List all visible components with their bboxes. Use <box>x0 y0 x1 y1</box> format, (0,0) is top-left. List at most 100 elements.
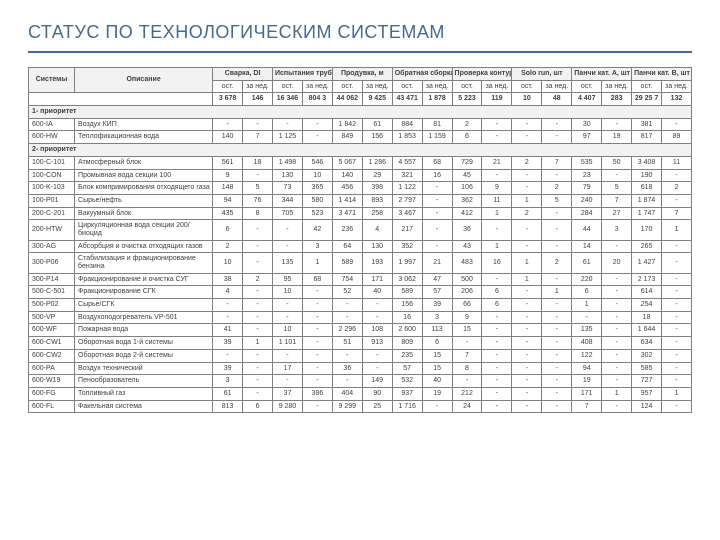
cell-value: 5 <box>542 194 572 207</box>
cell-value: 10 <box>273 286 303 299</box>
col-ost: ост. <box>512 80 542 93</box>
cell-value: 4 <box>213 286 243 299</box>
col-ned: за нед. <box>602 80 632 93</box>
cell-value: 212 <box>452 387 482 400</box>
cell-system: 600-CW1 <box>29 337 75 350</box>
cell-value: 957 <box>632 387 662 400</box>
cell-value: 39 <box>213 362 243 375</box>
cell-value: 45 <box>452 169 482 182</box>
cell-desc: Циркуляционная вода секции 200/биоцид <box>75 220 213 240</box>
cell-value: 8 <box>452 362 482 375</box>
cell-value: - <box>482 311 512 324</box>
cell-value: - <box>302 118 332 131</box>
cell-value: 40 <box>362 286 392 299</box>
cell-value: - <box>662 194 692 207</box>
cell-value: 23 <box>572 169 602 182</box>
cell-value: 94 <box>213 194 243 207</box>
cell-value: - <box>243 286 273 299</box>
cell-value: - <box>542 324 572 337</box>
table-row: 600-IAВоздух КИП----1 84261884812---30-3… <box>29 118 692 131</box>
cell-value: 2 <box>512 207 542 220</box>
table-body: 1- приоритет600-IAВоздух КИП----1 842618… <box>29 106 692 413</box>
col-ost: ост. <box>452 80 482 93</box>
cell-value: 47 <box>422 273 452 286</box>
cell-value: 10 <box>302 169 332 182</box>
cell-value: 386 <box>302 387 332 400</box>
col-ned: за нед. <box>542 80 572 93</box>
cell-value: - <box>482 324 512 337</box>
cell-system: 300-AG <box>29 240 75 253</box>
cell-value: 52 <box>332 286 362 299</box>
cell-value: - <box>512 311 542 324</box>
table-row: 600-CW2Оборотная вода 2-й системы------2… <box>29 349 692 362</box>
cell-value: 43 <box>452 240 482 253</box>
cell-value: - <box>362 299 392 312</box>
cell-value: - <box>243 253 273 273</box>
cell-value: 893 <box>362 194 392 207</box>
totals-cell: 48 <box>542 93 572 106</box>
totals-cell: 43 471 <box>392 93 422 106</box>
cell-value: 2 173 <box>632 273 662 286</box>
cell-value: - <box>243 311 273 324</box>
cell-value: 122 <box>572 349 602 362</box>
col-ost: ост. <box>572 80 602 93</box>
cell-value: 9 299 <box>332 400 362 413</box>
cell-value: 39 <box>422 299 452 312</box>
cell-value: 1 <box>482 207 512 220</box>
page-title: СТАТУС ПО ТЕХНОЛОГИЧЕСКИМ СИСТЕМАМ <box>28 22 692 43</box>
cell-value: 171 <box>572 387 602 400</box>
cell-value: 2 <box>512 156 542 169</box>
cell-system: 500-C-501 <box>29 286 75 299</box>
cell-system: 500-VP <box>29 311 75 324</box>
cell-value: - <box>512 387 542 400</box>
totals-cell: 10 <box>512 93 542 106</box>
cell-value: 1 286 <box>362 156 392 169</box>
cell-value: 5 <box>602 182 632 195</box>
cell-value: 2 <box>452 118 482 131</box>
totals-cell: 4 407 <box>572 93 602 106</box>
table-row: 600-W19Пенообразователь3----14953240----… <box>29 375 692 388</box>
cell-value: - <box>302 299 332 312</box>
totals-cell: 1 878 <box>422 93 452 106</box>
cell-value: - <box>332 311 362 324</box>
cell-value: - <box>422 182 452 195</box>
cell-value: - <box>662 324 692 337</box>
cell-value: 97 <box>572 131 602 144</box>
table-row: 600-CW1Оборотная вода 1-й системы3911 10… <box>29 337 692 350</box>
cell-value: 220 <box>572 273 602 286</box>
cell-value: - <box>542 337 572 350</box>
cell-desc: Пенообразователь <box>75 375 213 388</box>
cell-value: - <box>273 118 303 131</box>
cell-value: - <box>243 362 273 375</box>
table-head: Системы Описание Сварка, DI Испытания тр… <box>29 68 692 106</box>
cell-value: - <box>542 400 572 413</box>
cell-value: 6 <box>482 286 512 299</box>
cell-value: - <box>542 131 572 144</box>
cell-value: 24 <box>452 400 482 413</box>
cell-value: - <box>512 324 542 337</box>
cell-value: 240 <box>572 194 602 207</box>
col-system: Системы <box>29 68 75 93</box>
cell-system: 300-P06 <box>29 253 75 273</box>
cell-value: 156 <box>362 131 392 144</box>
cell-value: 1 125 <box>273 131 303 144</box>
cell-value: - <box>482 273 512 286</box>
cell-value: 148 <box>213 182 243 195</box>
cell-value: - <box>512 400 542 413</box>
cell-value: 535 <box>572 156 602 169</box>
cell-value: 3 467 <box>392 207 422 220</box>
col-ned: за нед. <box>362 80 392 93</box>
cell-value: - <box>213 349 243 362</box>
section-label: 1- приоритет <box>29 106 692 119</box>
cell-value: 456 <box>332 182 362 195</box>
cell-value: 17 <box>273 362 303 375</box>
table-row: 200-C-201Вакуумный блок43587055233 47125… <box>29 207 692 220</box>
cell-value: 1 874 <box>632 194 662 207</box>
cell-value: 21 <box>482 156 512 169</box>
cell-value: 618 <box>632 182 662 195</box>
cell-value: - <box>422 207 452 220</box>
cell-value: - <box>662 286 692 299</box>
cell-value: - <box>512 182 542 195</box>
cell-value: 29 <box>362 169 392 182</box>
cell-value: 284 <box>572 207 602 220</box>
